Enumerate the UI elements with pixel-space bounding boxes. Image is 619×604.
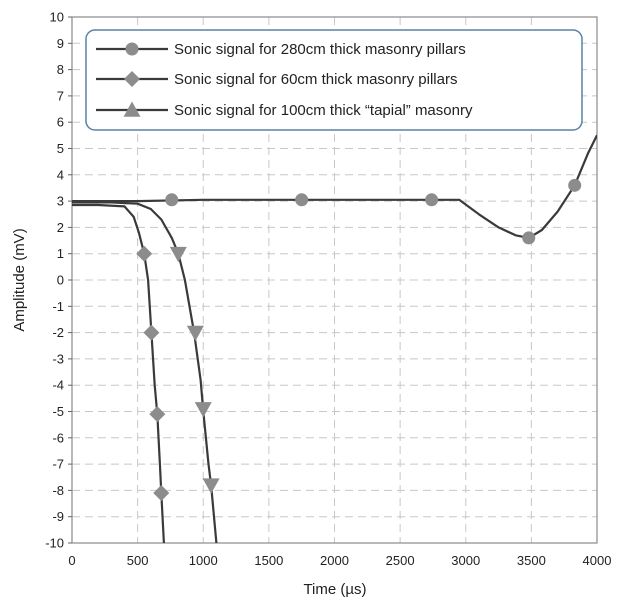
- y-tick-label: 8: [57, 62, 64, 77]
- y-tick-label: -5: [52, 404, 64, 419]
- x-axis-ticks: 0 500 1000 1500 2000 2500 3000 3500 4000: [68, 553, 611, 568]
- data-point-triangle: [169, 246, 187, 263]
- x-tick-label: 2000: [320, 553, 349, 568]
- legend-label: Sonic signal for 100cm thick “tapial” ma…: [174, 102, 473, 119]
- y-tick-label: 9: [57, 36, 64, 51]
- legend-entry-circle: Sonic signal for 280cm thick masonry pil…: [96, 41, 466, 58]
- data-point-circle: [295, 193, 309, 207]
- x-tick-label: 1500: [254, 553, 283, 568]
- data-point-circle: [568, 178, 582, 192]
- data-point-circle: [425, 193, 439, 207]
- x-axis-title: Time (µs): [303, 581, 366, 598]
- legend-label: Sonic signal for 60cm thick masonry pill…: [174, 71, 457, 88]
- series-triangle: [72, 201, 220, 543]
- y-tick-label: -9: [52, 509, 64, 524]
- series-line-triangle: [72, 201, 218, 543]
- series-layer: [72, 134, 597, 543]
- data-point-circle: [165, 193, 179, 207]
- y-tick-label: -1: [52, 299, 64, 314]
- legend-marker-circle: [125, 42, 139, 56]
- legend: Sonic signal for 280cm thick masonry pil…: [85, 29, 583, 131]
- legend-entry-diamond: Sonic signal for 60cm thick masonry pill…: [96, 71, 457, 88]
- series-line-diamond: [72, 203, 165, 543]
- y-tick-label: -7: [52, 457, 64, 472]
- data-point-triangle: [194, 402, 212, 418]
- data-point-diamond: [143, 324, 160, 341]
- y-tick-label: 7: [57, 88, 64, 103]
- y-tick-label: -6: [52, 430, 64, 445]
- y-tick-label: 2: [57, 220, 64, 235]
- y-tick-label: 6: [57, 115, 64, 130]
- data-point-triangle: [202, 478, 220, 494]
- data-point-diamond: [136, 245, 153, 262]
- legend-label: Sonic signal for 280cm thick masonry pil…: [174, 41, 466, 58]
- x-tick-label: 1000: [189, 553, 218, 568]
- series-diamond: [72, 203, 170, 543]
- y-tick-label: 3: [57, 194, 64, 209]
- y-axis-title: Amplitude (mV): [11, 228, 28, 331]
- x-tick-label: 500: [127, 553, 149, 568]
- legend-marker-triangle: [123, 101, 141, 117]
- y-tick-label: -8: [52, 483, 64, 498]
- x-tick-label: 0: [68, 553, 75, 568]
- data-point-triangle: [186, 325, 204, 342]
- y-tick-label: 10: [50, 10, 64, 25]
- legend-marker-diamond: [124, 71, 140, 87]
- data-point-diamond: [153, 485, 170, 502]
- series-circle: [72, 134, 597, 245]
- y-tick-label: 0: [57, 273, 64, 288]
- y-tick-label: -3: [52, 351, 64, 366]
- y-tick-label: -4: [52, 378, 64, 393]
- x-tick-label: 4000: [583, 553, 612, 568]
- x-tick-label: 3500: [517, 553, 546, 568]
- legend-entry-triangle: Sonic signal for 100cm thick “tapial” ma…: [96, 101, 473, 119]
- x-tick-label: 2500: [386, 553, 415, 568]
- y-tick-label: 5: [57, 141, 64, 156]
- data-point-circle: [522, 231, 536, 245]
- legend-box: [85, 29, 583, 131]
- data-point-diamond: [149, 406, 166, 423]
- y-tick-label: 1: [57, 246, 64, 261]
- y-tick-label: -2: [52, 325, 64, 340]
- x-tick-label: 3000: [451, 553, 480, 568]
- series-line-circle: [72, 134, 597, 239]
- y-tick-label: -10: [45, 536, 64, 551]
- y-tick-label: 4: [57, 167, 64, 182]
